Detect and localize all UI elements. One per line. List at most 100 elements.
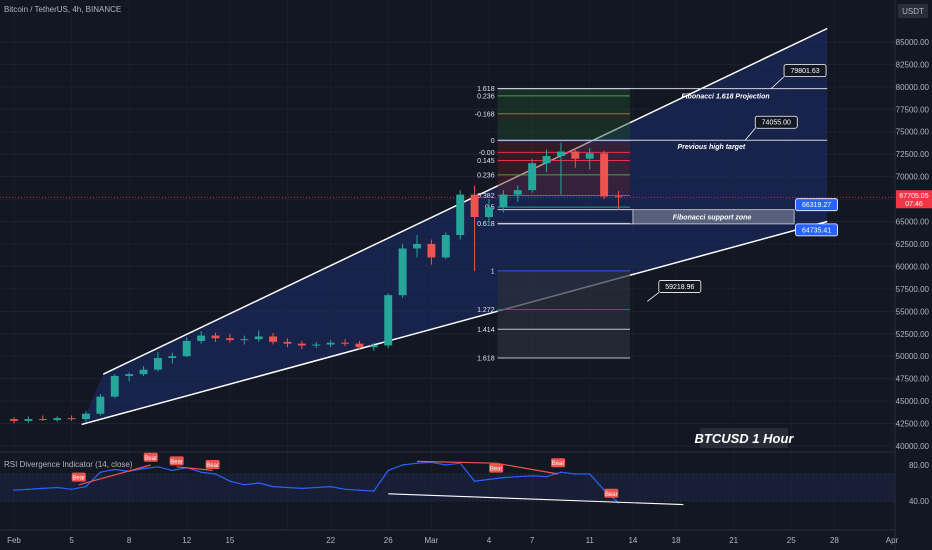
rsi-point: [416, 462, 418, 465]
bear-signal-label: Bear: [144, 456, 157, 462]
price-tick-label: 42500.00: [896, 420, 930, 429]
rsi-point: [99, 471, 102, 474]
price-tick-label: 62500.00: [896, 240, 930, 249]
candle-body: [168, 356, 177, 359]
price-tick-label: 65000.00: [896, 218, 930, 227]
time-tick-label: 5: [69, 536, 74, 545]
candle-body: [297, 343, 306, 346]
time-tick-label: Apr: [886, 536, 899, 545]
rsi-point: [200, 471, 202, 474]
bear-signal-badge: [143, 452, 158, 462]
annotation-support-zone: Fibonacci support zone: [673, 214, 752, 221]
current-price-value: 67705.05: [899, 193, 928, 200]
candle-body: [110, 375, 119, 397]
fib-level-label: 0.236: [477, 172, 495, 179]
bear-signal-badge: [169, 456, 184, 466]
candle-body: [585, 153, 594, 159]
price-tick-label: 80000.00: [896, 83, 930, 92]
candle-body: [384, 295, 393, 346]
candle-body: [53, 418, 62, 420]
divergence-line: [496, 462, 559, 475]
candle-body: [614, 196, 623, 198]
callout-previous-high-pointer: [744, 127, 756, 141]
time-tick-label: Feb: [7, 536, 21, 545]
candle-body: [67, 418, 76, 420]
current-price-countdown: 07:46: [905, 201, 923, 208]
rsi-point: [588, 473, 591, 475]
rsi-point: [27, 488, 30, 491]
candle-body: [38, 419, 47, 421]
fib-level-label: 0.236: [477, 93, 495, 100]
time-tick-label: 15: [225, 536, 234, 545]
rsi-point: [214, 473, 217, 475]
fib-level-label: 0.382: [477, 193, 495, 200]
rsi-point: [473, 480, 476, 483]
price-tick-label: 52500.00: [896, 330, 930, 339]
rsi-point: [401, 464, 404, 466]
rsi-tick-label: 40.00: [909, 497, 930, 506]
bear-signal-badge: [489, 463, 504, 473]
currency-button[interactable]: [898, 4, 928, 18]
fib-level-label: 1.618: [477, 356, 495, 363]
candle-body: [153, 358, 162, 370]
rsi-point: [516, 475, 519, 478]
price-tick-label: 82500.00: [896, 60, 930, 69]
callout-previous-high-box: [754, 115, 798, 129]
time-axis[interactable]: Feb 5 8 12 15 22 26 Mar 4 7 11 14 18 21 25 28 Apr: [7, 536, 898, 545]
time-tick-label: 7: [530, 536, 535, 545]
divergence-line: [417, 460, 497, 464]
price-tick-label: 70000.00: [896, 173, 930, 182]
bear-signal-badge: [205, 460, 220, 469]
price-axis: 40000.00 42500.00 45000.00 47500.00 50000.00…: [896, 38, 932, 451]
fib-zone-grey: [497, 270, 631, 359]
rsi-point: [229, 480, 231, 483]
rsi-point: [574, 473, 577, 475]
fib-level-label: 0: [491, 138, 495, 145]
bear-signal-label: Bear: [490, 467, 503, 473]
bear-signal-label: Bear: [605, 492, 618, 498]
candle-body: [485, 207, 493, 218]
candle-body: [182, 340, 191, 357]
rsi-point: [358, 489, 361, 492]
candle-body: [600, 153, 609, 197]
price-tick-label: 77500.00: [896, 105, 930, 114]
price-tick-label: 85000.00: [896, 38, 930, 47]
time-tick-label: 22: [326, 536, 335, 545]
candle-body: [312, 344, 321, 346]
channel-lower-line: [81, 220, 828, 426]
fib-zone-green: [497, 88, 631, 141]
rsi-point: [13, 489, 15, 492]
rsi-point: [286, 486, 289, 489]
rsi-point: [488, 478, 490, 481]
candle-body: [413, 243, 421, 249]
candle-layer: [10, 142, 623, 424]
candle-body: [254, 336, 263, 340]
rsi-point: [243, 484, 246, 486]
candle-body: [456, 194, 465, 235]
fib-level-label: 1.414: [477, 327, 495, 334]
price-tick-label: 40000.00: [896, 442, 930, 451]
annotation-previous-high: Previous high target: [677, 144, 745, 151]
price-tick-label: 72500.00: [896, 150, 930, 159]
candle-body: [556, 151, 565, 156]
callout-projection: 79801.63: [790, 68, 819, 75]
symbol-title: Bitcoin / TetherUS, 4h, BINANCE: [4, 5, 121, 14]
time-tick-label: 4: [487, 536, 492, 545]
rsi-point: [531, 475, 533, 477]
rsi-point: [41, 487, 44, 490]
candle-body: [283, 341, 292, 344]
price-axis-bg[interactable]: [895, 0, 932, 550]
time-tick-label: 8: [127, 536, 132, 545]
fib-level-label: 0.145: [477, 158, 495, 165]
current-price-tag: [896, 190, 932, 209]
candle-body: [326, 342, 335, 345]
channel-fill: [81, 28, 828, 425]
currency-label: USDT: [902, 7, 924, 16]
rsi-point: [315, 486, 318, 489]
rsi-point: [257, 482, 260, 484]
candle-body: [82, 413, 90, 420]
candle-body: [528, 163, 537, 191]
annotation-timeframe: BTCUSD 1 Hour: [695, 431, 795, 446]
